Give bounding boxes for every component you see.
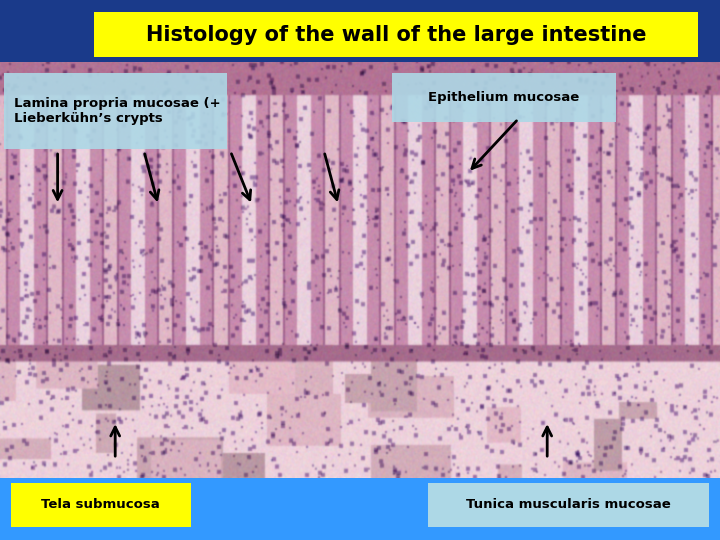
Text: Epithelium mucosae: Epithelium mucosae: [428, 91, 580, 104]
Text: Histology of the wall of the large intestine: Histology of the wall of the large intes…: [145, 24, 647, 45]
FancyBboxPatch shape: [428, 483, 709, 526]
FancyBboxPatch shape: [4, 73, 227, 148]
Text: Lamina propria mucosae (+
Lieberkühn’s crypts: Lamina propria mucosae (+ Lieberkühn’s c…: [14, 97, 221, 125]
FancyBboxPatch shape: [11, 483, 191, 526]
Text: Tela submucosa: Tela submucosa: [42, 498, 160, 511]
Text: Tunica muscularis mucosae: Tunica muscularis mucosae: [467, 498, 671, 511]
FancyBboxPatch shape: [392, 73, 616, 122]
FancyBboxPatch shape: [94, 12, 698, 57]
FancyBboxPatch shape: [0, 478, 720, 540]
